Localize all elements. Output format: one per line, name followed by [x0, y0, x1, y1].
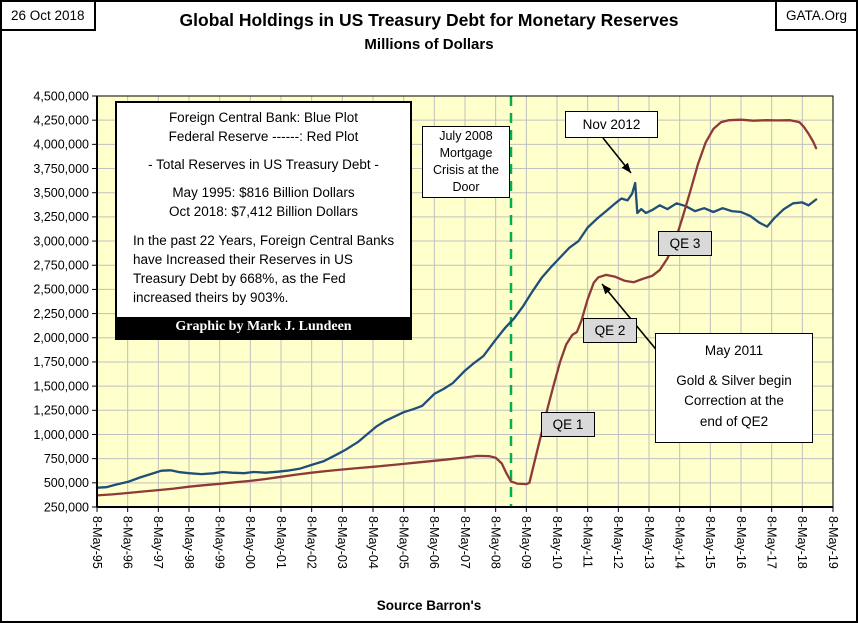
x-axis-label: 8-May-02 — [304, 516, 318, 569]
x-axis-label: 8-May-07 — [458, 516, 472, 569]
y-axis-label: 1,500,000 — [33, 379, 89, 393]
x-axis-label: 8-May-99 — [212, 516, 226, 569]
annotation-qe3: QE 3 — [658, 231, 712, 256]
x-axis-label: 8-May-06 — [427, 516, 441, 569]
x-axis-label: 8-May-18 — [795, 516, 809, 569]
commentary-text: In the past 22 Years, Foreign Central Ba… — [133, 233, 395, 306]
y-axis-label: 2,000,000 — [33, 331, 89, 345]
legend-info-box: Foreign Central Bank: Blue Plot Federal … — [115, 101, 412, 340]
annotation-qe2: QE 2 — [583, 318, 637, 343]
y-axis-label: 2,500,000 — [33, 283, 89, 297]
annotation-qe1: QE 1 — [541, 412, 595, 437]
x-axis-label: 8-May-01 — [274, 516, 288, 569]
annotation-may-2011: May 2011 Gold & Silver begin Correction … — [655, 333, 813, 443]
x-axis-label: 8-May-03 — [335, 516, 349, 569]
x-axis-label: 8-May-13 — [642, 516, 656, 569]
y-axis-label: 500,000 — [44, 476, 89, 490]
x-axis-label: 8-May-12 — [611, 516, 625, 569]
x-axis-label: 8-May-97 — [151, 516, 165, 569]
source-label: Source Barron's — [376, 598, 482, 613]
legend-federal-reserve: Federal Reserve ------: Red Plot — [168, 129, 359, 144]
x-axis-label: 8-May-19 — [826, 516, 840, 569]
x-axis-label: 8-May-00 — [243, 516, 257, 569]
x-axis-label: 8-May-11 — [580, 516, 594, 568]
x-axis-label: 8-May-17 — [764, 516, 778, 569]
x-axis-label: 8-May-96 — [120, 516, 134, 569]
x-axis-label: 8-May-10 — [550, 516, 564, 569]
x-axis-label: 8-May-09 — [519, 516, 533, 569]
y-axis-label: 3,000,000 — [33, 234, 89, 248]
legend-foreign-central-bank: Foreign Central Bank: Blue Plot — [168, 110, 359, 125]
y-axis-label: 1,250,000 — [33, 404, 89, 418]
y-axis-label: 4,250,000 — [33, 113, 89, 127]
x-axis-label: 8-May-04 — [366, 516, 380, 569]
org-label: GATA.Org — [774, 2, 856, 31]
credit-bar: Graphic by Mark J. Lundeen — [117, 316, 410, 338]
x-axis-label: 8-May-15 — [703, 516, 717, 569]
stat-oct-2018: Oct 2018: $7,412 Billion Dollars — [168, 204, 359, 219]
y-axis-label: 1,750,000 — [33, 355, 89, 369]
y-axis-label: 4,500,000 — [33, 89, 89, 103]
nov-2012-arrow — [602, 137, 632, 174]
annotation-nov-2012: Nov 2012 — [565, 111, 658, 138]
x-axis-label: 8-May-95 — [90, 516, 104, 569]
y-axis-label: 2,750,000 — [33, 259, 89, 273]
y-axis-label: 3,250,000 — [33, 210, 89, 224]
x-axis-label: 8-May-16 — [734, 516, 748, 569]
annotation-may-2011-title: May 2011 — [704, 343, 764, 358]
x-axis-label: 8-May-14 — [672, 516, 686, 569]
y-axis-label: 2,250,000 — [33, 307, 89, 321]
stat-may-1995: May 1995: $816 Billion Dollars — [172, 185, 355, 200]
x-axis-label: 8-May-08 — [488, 516, 502, 569]
y-axis-label: 4,000,000 — [33, 138, 89, 152]
date-stamp: 26 Oct 2018 — [2, 2, 96, 31]
y-axis-label: 3,750,000 — [33, 162, 89, 176]
y-axis-label: 250,000 — [44, 500, 89, 514]
chart-subtitle: Millions of Dollars — [364, 36, 494, 53]
x-axis-label: 8-May-98 — [182, 516, 196, 569]
chart-title: Global Holdings in US Treasury Debt for … — [179, 10, 679, 30]
y-axis-label: 1,000,000 — [33, 428, 89, 442]
legend-total-reserves: - Total Reserves in US Treasury Debt - — [148, 157, 379, 172]
y-axis-label: 3,500,000 — [33, 186, 89, 200]
annotation-july-2008: July 2008 Mortgage Crisis at the Door — [422, 126, 510, 198]
annotation-may-2011-detail: Gold & Silver begin Correction at the en… — [676, 373, 792, 429]
x-axis-label: 8-May-05 — [396, 516, 410, 569]
series-foreign-central-bank — [95, 181, 818, 489]
y-axis-label: 750,000 — [44, 452, 89, 466]
